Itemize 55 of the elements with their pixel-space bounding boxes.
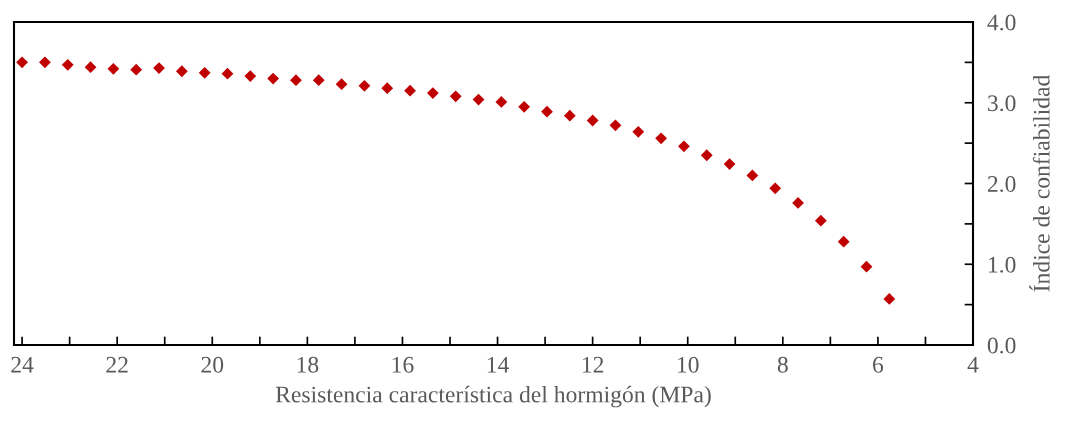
point <box>883 293 896 305</box>
point <box>335 78 348 91</box>
point <box>518 100 531 113</box>
y-tick-label: 3.0 <box>988 95 1016 112</box>
point <box>290 74 302 87</box>
y-tick-label: 0.0 <box>987 337 1016 354</box>
x-tick-label: 24 <box>11 356 34 373</box>
point <box>449 90 462 103</box>
point <box>837 235 850 248</box>
x-tick-label: 14 <box>487 356 509 373</box>
x-tick-label: 6 <box>873 356 884 373</box>
point <box>563 109 576 122</box>
point <box>814 214 827 227</box>
y-tick-label: 4.0 <box>987 14 1016 31</box>
point <box>381 82 394 95</box>
point <box>221 67 234 80</box>
point <box>426 87 439 99</box>
point <box>404 84 416 97</box>
point <box>860 260 873 273</box>
point <box>655 132 667 145</box>
point <box>61 58 74 71</box>
point <box>267 72 280 85</box>
point <box>16 56 28 69</box>
point <box>678 140 690 153</box>
point <box>609 119 622 132</box>
point <box>792 196 804 209</box>
point <box>358 79 371 92</box>
x-tick-label: 16 <box>392 356 414 373</box>
point <box>312 74 325 87</box>
point <box>39 56 51 69</box>
point <box>769 182 782 195</box>
point <box>175 65 188 78</box>
point <box>632 125 645 138</box>
x-axis-title: Resistencia característica del hormigón (MPa) <box>275 385 711 408</box>
y-tick-label: 2.0 <box>987 175 1016 193</box>
point <box>586 114 599 127</box>
y-axis-title: Índice de confiabilidad <box>1029 74 1050 292</box>
point <box>746 169 759 182</box>
x-tick-label: 20 <box>201 356 224 373</box>
x-tick-label: 18 <box>297 356 319 373</box>
point <box>700 149 713 162</box>
point <box>84 61 97 74</box>
y-tick-label: 1.0 <box>988 256 1016 273</box>
point <box>198 66 211 79</box>
point <box>541 105 553 118</box>
x-tick-label: 10 <box>678 356 699 373</box>
point <box>244 70 257 82</box>
point <box>130 63 143 76</box>
point <box>495 96 508 108</box>
point <box>107 62 120 75</box>
x-tick-label: 8 <box>777 356 788 373</box>
x-tick-label: 4 <box>967 356 979 373</box>
x-tick-label: 12 <box>582 356 604 373</box>
point <box>723 158 736 171</box>
x-tick-label: 22 <box>106 356 128 373</box>
